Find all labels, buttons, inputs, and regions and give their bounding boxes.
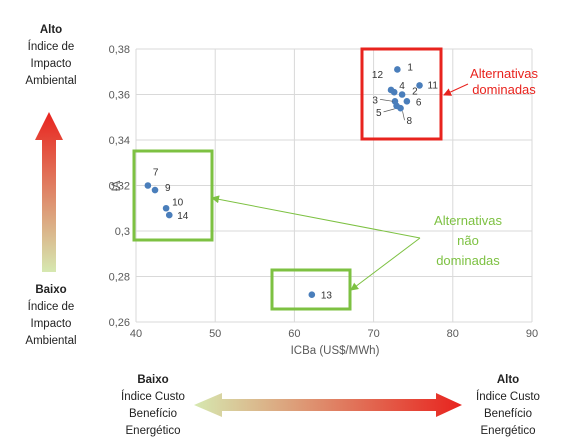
- point-label-12: 12: [372, 70, 384, 81]
- point-label-9: 9: [165, 183, 171, 194]
- bottom-right-label: Alto Índice Custo Benefício Energético: [462, 372, 554, 440]
- point-label-3: 3: [372, 95, 378, 106]
- point-label-7: 7: [153, 168, 159, 179]
- left-bottom-line-2: Impacto: [30, 318, 72, 330]
- left-top-line-2: Impacto: [30, 58, 72, 70]
- bottom-left-line-2: Benefício: [129, 408, 177, 420]
- left-bottom-title: Baixo: [35, 284, 67, 296]
- left-bottom-label: Baixo Índice de Impacto Ambiental: [6, 282, 96, 350]
- x-tick-label: 60: [288, 328, 300, 340]
- y-tick-label: 0,36: [109, 90, 130, 102]
- left-bottom-line-3: Ambiental: [25, 335, 77, 347]
- x-tick-label: 70: [367, 328, 379, 340]
- x-axis-label: ICBa (US$/MWh): [291, 345, 380, 357]
- horizontal-gradient-arrow: [194, 393, 462, 417]
- data-point-13: [308, 291, 316, 299]
- data-point-7: [144, 182, 152, 189]
- point-label-4: 4: [399, 81, 405, 92]
- left-top-line-1: Índice de: [27, 41, 75, 53]
- y-tick-label: 0,32: [109, 181, 130, 193]
- point-label-5: 5: [376, 108, 382, 119]
- point-label-1: 1: [407, 62, 413, 73]
- y-axis-label: IA: [111, 180, 123, 191]
- dominated-label-2: dominadas: [472, 82, 536, 97]
- point-leader-5: [383, 108, 395, 113]
- bottom-right-title: Alto: [496, 374, 520, 386]
- data-point-2: [398, 91, 406, 98]
- non-dominated-arrow-left: [211, 195, 421, 239]
- point-leader-8: [402, 111, 405, 121]
- non-dominated-label-3: dominadas: [436, 253, 500, 268]
- data-point-8: [397, 104, 404, 112]
- data-point-12: [387, 86, 395, 94]
- left-top-title: Alto: [39, 24, 63, 36]
- bottom-left-label: Baixo Índice Custo Benefício Energético: [108, 372, 198, 440]
- bottom-left-title: Baixo: [137, 374, 169, 386]
- y-tick-label: 0,38: [109, 44, 130, 56]
- point-leader-3: [379, 98, 394, 102]
- dominated-arrow: [443, 83, 469, 96]
- tick-labels: 40 50 60 70 80 90 0,26 0,28 0,3 0,32 0,34 0,36 0,38: [109, 44, 539, 340]
- x-tick-label: 40: [130, 328, 142, 340]
- non-dominated-box-left: [132, 149, 214, 242]
- data-point-10: [162, 204, 170, 212]
- data-point-1: [394, 66, 401, 73]
- left-bottom-line-1: Índice de: [27, 301, 75, 313]
- bottom-right-line-3: Energético: [480, 425, 536, 437]
- bottom-left-line-1: Índice Custo: [121, 391, 185, 403]
- left-top-label: Alto Índice de Impacto Ambiental: [6, 22, 96, 90]
- non-dominated-box-bottom: [270, 268, 352, 311]
- y-tick-label: 0,34: [109, 135, 130, 147]
- point-label-11: 11: [428, 80, 439, 91]
- non-dominated-label-2: não: [457, 233, 479, 248]
- dominated-label-1: Alternativas: [470, 66, 538, 81]
- vertical-gradient-arrow: [35, 112, 63, 272]
- bottom-right-line-2: Benefício: [484, 408, 532, 420]
- data-point-9: [151, 186, 159, 194]
- y-tick-label: 0,28: [109, 272, 130, 284]
- point-label-10: 10: [172, 197, 184, 208]
- data-point-14: [165, 211, 173, 219]
- left-top-line-3: Ambiental: [25, 75, 77, 87]
- bottom-left-line-3: Energético: [125, 425, 181, 437]
- point-label-14: 14: [177, 211, 189, 222]
- non-dominated-label-1: Alternativas: [434, 213, 502, 228]
- x-tick-label: 50: [209, 328, 221, 340]
- y-tick-label: 0,26: [109, 317, 130, 329]
- x-tick-label: 80: [447, 328, 459, 340]
- point-label-8: 8: [407, 116, 413, 127]
- x-tick-label: 90: [526, 328, 538, 340]
- point-label-13: 13: [321, 291, 333, 302]
- data-point-11: [416, 82, 423, 89]
- dominated-box: [360, 47, 443, 141]
- grid: [135, 48, 533, 323]
- point-label-2: 2: [412, 87, 418, 98]
- point-label-6: 6: [416, 97, 422, 108]
- y-tick-label: 0,3: [115, 226, 130, 238]
- data-point-6: [403, 98, 411, 105]
- non-dominated-arrow-bottom: [350, 237, 421, 291]
- bottom-right-line-1: Índice Custo: [476, 391, 540, 403]
